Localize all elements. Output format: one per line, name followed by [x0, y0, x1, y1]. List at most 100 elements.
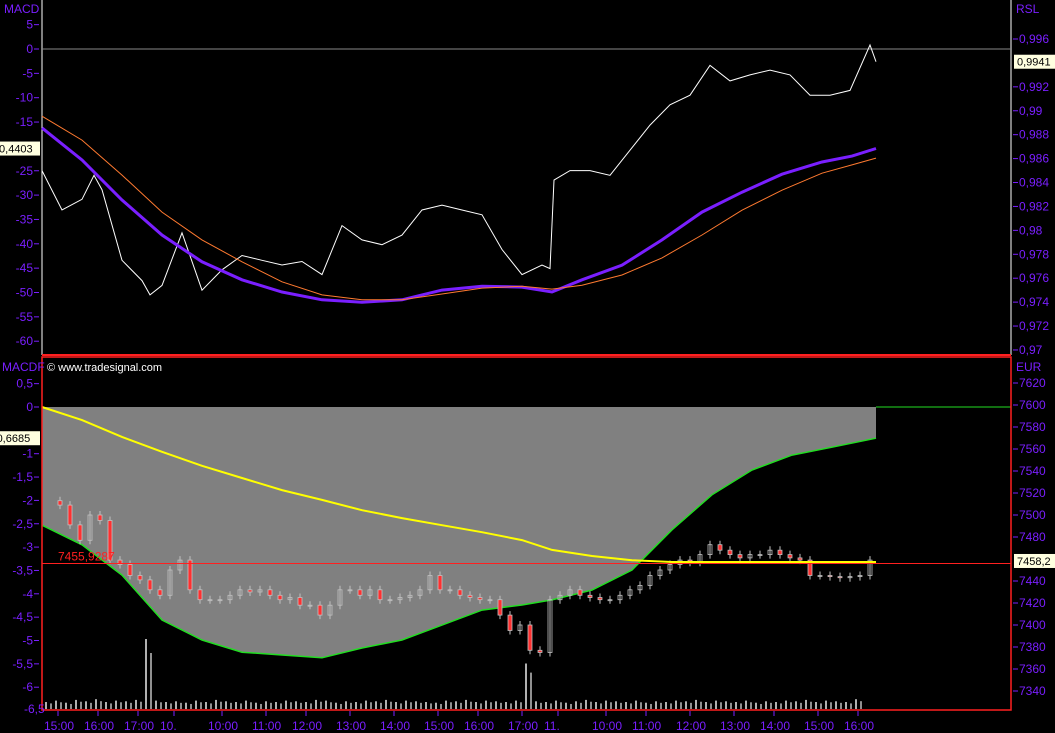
candle-body: [257, 589, 263, 593]
macdf-tick-label: -5,5: [12, 657, 33, 671]
volume-bar: [695, 699, 697, 709]
candle-body: [57, 500, 63, 506]
volume-bar: [785, 700, 787, 709]
time-tick-label: 12:00: [676, 719, 706, 733]
rsl-line: [41, 43, 877, 296]
volume-bar: [670, 703, 672, 709]
candle-body: [417, 589, 423, 596]
volume-bar: [80, 701, 82, 709]
volume-bar: [860, 701, 862, 709]
volume-bar: [820, 703, 822, 709]
volume-bar: [340, 703, 342, 709]
macdf-tick-label: 0: [26, 400, 33, 414]
macd-tick-label: -45: [16, 261, 34, 275]
volume-bar: [550, 703, 552, 709]
candle-body: [597, 597, 603, 601]
candle-body: [477, 597, 483, 601]
macd-tick-label: -35: [16, 212, 34, 226]
volume-bar: [575, 701, 577, 709]
candle-body: [337, 589, 343, 606]
macdf-tick-label: -3: [22, 540, 33, 554]
volume-bar: [515, 700, 517, 709]
time-tick-label: 11:00: [632, 719, 661, 733]
volume-bar: [825, 700, 827, 709]
macd-tick-label: -15: [16, 115, 34, 129]
time-axis: 15:00 16:00 17:00 10. 10:00 11:00 12:00 13:00 14…: [44, 711, 874, 733]
candle-body: [167, 569, 173, 596]
volume-bar: [480, 703, 482, 709]
volume-bar: [155, 700, 157, 709]
volume-bar: [285, 700, 287, 709]
volume-bar: [665, 702, 667, 709]
volume-bar: [90, 702, 92, 709]
volume-bar: [485, 700, 487, 709]
volume-bar: [720, 702, 722, 709]
volume-bar: [545, 702, 547, 709]
volume-bar: [690, 702, 692, 709]
volume-bar: [440, 703, 442, 709]
volume-bar: [305, 702, 307, 709]
volume-bar: [645, 702, 647, 709]
candle-body: [467, 594, 473, 598]
candle-body: [707, 544, 713, 556]
volume-bar: [635, 700, 637, 709]
candle-body: [837, 576, 843, 579]
eur-tick-label: 7380: [1019, 640, 1046, 654]
macdf-tick-label: 0,5: [16, 377, 33, 391]
volume-bar: [595, 702, 597, 709]
volume-bar: [375, 701, 377, 709]
macd-tick-label: -5: [22, 66, 33, 80]
volume-bar: [505, 702, 507, 709]
eur-current-value-bg: [1014, 553, 1055, 568]
volume-bar: [60, 702, 62, 709]
volume-bar: [500, 702, 502, 709]
candle-body: [867, 559, 873, 576]
candle-body: [307, 604, 313, 607]
volume-bar: [260, 703, 262, 709]
candle-body: [267, 589, 273, 596]
volume-bar: [530, 672, 532, 709]
volume-bar: [65, 702, 67, 709]
candle-body: [137, 575, 143, 581]
macdf-tick-label: -4: [22, 587, 33, 601]
macd-tick-label: -25: [16, 164, 34, 178]
rsl-tick-label: 0,976: [1019, 271, 1049, 285]
eur-tick-label: 7500: [1019, 508, 1046, 522]
time-tick-label: 16:00: [844, 719, 874, 733]
candle-body: [387, 599, 393, 602]
macd-current-value-bg: [0, 141, 40, 156]
rsl-tick-label: 0,98: [1019, 223, 1043, 237]
volume-bar: [740, 703, 742, 709]
volume-bar: [165, 702, 167, 709]
candle-body: [787, 554, 793, 559]
volume-bar: [685, 701, 687, 709]
volume-bar: [805, 699, 807, 709]
candle-body: [727, 549, 733, 556]
candle-body: [487, 599, 493, 602]
rsl-tick-label: 0,988: [1019, 128, 1049, 142]
candle-body: [377, 589, 383, 601]
candle-body: [327, 604, 333, 616]
volume-bar: [70, 703, 72, 709]
volume-bar: [755, 702, 757, 709]
volume-bar: [710, 703, 712, 709]
volume-bar: [205, 702, 207, 709]
volume-bar: [365, 700, 367, 709]
rsl-tick-label: 0,984: [1019, 176, 1049, 190]
volume-bar: [675, 700, 677, 709]
macdf-area: [42, 407, 876, 658]
candle-body: [527, 624, 533, 651]
eur-tick-label: 7480: [1019, 530, 1046, 544]
time-tick-label: 14:00: [760, 719, 790, 733]
volume-bar: [55, 700, 57, 709]
eur-current-value: 7458,2: [1017, 556, 1051, 568]
macd-tick-label: 0: [26, 42, 33, 56]
volume-bar: [320, 701, 322, 709]
volume-bar: [620, 702, 622, 709]
eur-tick-label: 7420: [1019, 596, 1046, 610]
candle-body: [67, 504, 73, 526]
volume-bar: [170, 703, 172, 709]
macdf-tick-label: -2: [22, 493, 33, 507]
macdf-tick-label: -4,5: [12, 610, 33, 624]
volume-bar: [270, 702, 272, 709]
